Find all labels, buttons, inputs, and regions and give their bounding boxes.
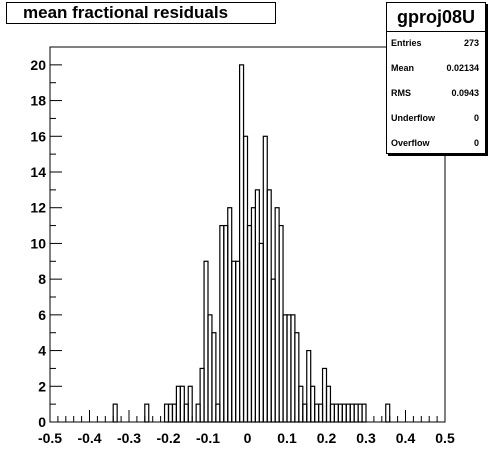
y-tick-label: 20 bbox=[30, 57, 46, 73]
y-tick-label: 2 bbox=[38, 378, 46, 394]
x-tick-label: -0.4 bbox=[77, 430, 101, 446]
histogram-bin bbox=[385, 403, 391, 423]
x-tick-label: -0.1 bbox=[196, 430, 220, 446]
histogram-bin bbox=[211, 332, 217, 423]
y-tick-label: 12 bbox=[30, 200, 46, 216]
x-tick-label: 0 bbox=[244, 430, 252, 446]
x-tick-label: 0.5 bbox=[435, 430, 455, 446]
y-tick-label: 18 bbox=[30, 93, 46, 109]
x-tick-label: -0.5 bbox=[38, 430, 62, 446]
x-tick-label: -0.3 bbox=[117, 430, 141, 446]
stats-value: 0 bbox=[473, 113, 479, 123]
y-tick-label: 16 bbox=[30, 128, 46, 144]
stats-box: gproj08U Entries 273 Mean 0.02134 RMS 0.… bbox=[386, 2, 486, 154]
histogram-bin bbox=[144, 403, 150, 423]
stats-row-overflow: Overflow 0 bbox=[387, 132, 485, 157]
y-tick-label: 4 bbox=[38, 343, 46, 359]
stats-value: 0.0943 bbox=[451, 88, 479, 98]
y-tick-label: 0 bbox=[38, 414, 46, 430]
histogram-bin bbox=[112, 403, 118, 423]
x-tick-label: 0.3 bbox=[356, 430, 376, 446]
stats-label: Entries bbox=[391, 38, 422, 48]
y-tick-label: 14 bbox=[30, 164, 46, 180]
y-tick-label: 8 bbox=[38, 271, 46, 287]
stats-label: Mean bbox=[391, 63, 415, 73]
histogram-bin bbox=[294, 332, 300, 423]
stats-row-mean: Mean 0.02134 bbox=[387, 57, 485, 82]
axes: -0.5 -0.4 -0.3 -0.2 -0.1 0 0.1 0.2 0.3 0.4 0.5 0 2 4 6… bbox=[30, 46, 455, 446]
x-tick-label: 0.1 bbox=[277, 430, 297, 446]
x-tick-label: -0.2 bbox=[156, 430, 180, 446]
stats-histogram-name: gproj08U bbox=[387, 3, 485, 32]
x-tick-label: 0.2 bbox=[317, 430, 337, 446]
y-tick-label: 6 bbox=[38, 307, 46, 323]
stats-value: 273 bbox=[463, 38, 479, 48]
histogram-bin bbox=[361, 403, 367, 423]
stats-value: 0.02134 bbox=[446, 63, 479, 73]
stats-label: RMS bbox=[391, 88, 411, 98]
stats-row-underflow: Underflow 0 bbox=[387, 107, 485, 132]
stats-label: Overflow bbox=[391, 138, 430, 148]
histogram-bars bbox=[112, 64, 391, 423]
y-tick-label: 10 bbox=[30, 235, 46, 251]
stats-row-rms: RMS 0.0943 bbox=[387, 82, 485, 107]
stats-value: 0 bbox=[473, 138, 479, 148]
stats-label: Underflow bbox=[391, 113, 435, 123]
x-tick-label: 0.4 bbox=[396, 430, 416, 446]
histogram-title: mean fractional residuals bbox=[6, 2, 276, 24]
stats-row-entries: Entries 273 bbox=[387, 32, 485, 57]
histogram-bin bbox=[187, 385, 193, 423]
